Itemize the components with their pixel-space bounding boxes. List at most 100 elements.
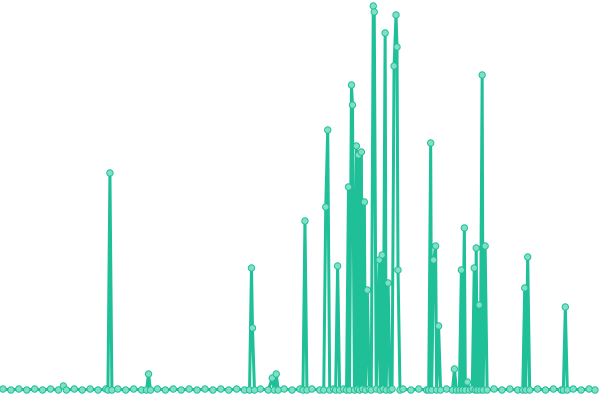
data-point	[54, 386, 63, 394]
data-point	[498, 386, 506, 394]
data-line	[2, 4, 596, 392]
data-point	[431, 242, 440, 250]
data-point	[86, 385, 94, 393]
data-point	[161, 386, 170, 394]
data-point	[324, 126, 332, 134]
data-point	[370, 8, 378, 16]
data-point	[247, 264, 256, 272]
data-point	[274, 386, 282, 394]
data-point	[0, 385, 7, 393]
data-point	[381, 29, 389, 37]
data-point	[357, 148, 366, 156]
data-point	[585, 385, 593, 393]
data-point	[434, 322, 443, 330]
data-point	[280, 385, 288, 393]
data-point	[15, 385, 23, 393]
data-point	[369, 2, 377, 10]
data-point	[450, 365, 459, 373]
data-point	[442, 385, 451, 393]
data-point	[344, 183, 353, 191]
data-point	[460, 224, 469, 232]
data-point	[478, 71, 486, 79]
data-point	[106, 169, 114, 177]
data-point	[201, 385, 209, 393]
data-point	[177, 386, 185, 394]
data-point	[533, 385, 542, 393]
data-point	[114, 385, 122, 393]
data-point	[436, 386, 445, 394]
data-point	[193, 386, 201, 394]
data-point	[38, 386, 47, 394]
data-point	[392, 11, 400, 19]
data-point	[232, 385, 241, 393]
data-point	[146, 386, 155, 394]
data-point	[569, 385, 577, 393]
data-point	[288, 386, 296, 394]
data-point	[248, 324, 257, 332]
data-point	[525, 386, 534, 394]
data-point	[256, 385, 265, 393]
data-point	[388, 385, 396, 393]
data-point	[352, 142, 361, 150]
data-point	[225, 386, 233, 394]
data-point	[506, 385, 514, 393]
data-point	[490, 385, 498, 393]
data-point	[108, 386, 116, 394]
data-point	[46, 385, 55, 393]
data-point	[94, 386, 102, 394]
data-point	[390, 62, 398, 70]
data-point	[475, 301, 483, 309]
data-point	[407, 386, 415, 394]
data-point	[217, 385, 225, 393]
data-point	[483, 386, 491, 394]
data-point	[563, 386, 571, 394]
data-point	[272, 370, 280, 378]
data-point	[70, 385, 78, 393]
data-point	[62, 386, 71, 394]
data-point	[7, 386, 15, 394]
data-point	[209, 386, 217, 394]
data-point	[399, 385, 407, 393]
data-point	[308, 385, 316, 393]
data-point	[378, 251, 386, 259]
data-point	[333, 262, 342, 270]
data-point	[360, 198, 369, 206]
data-point	[541, 386, 550, 394]
data-point	[320, 386, 328, 394]
data-point	[185, 385, 193, 393]
data-point	[577, 386, 585, 394]
data-point	[463, 378, 472, 386]
data-point	[30, 385, 39, 393]
data-point	[23, 386, 31, 394]
data-point	[264, 386, 273, 394]
data-point	[481, 242, 489, 250]
data-point	[250, 386, 259, 394]
data-point	[393, 43, 401, 51]
data-point	[549, 385, 558, 393]
data-point	[301, 217, 309, 225]
data-point	[363, 286, 372, 294]
data-point	[153, 385, 162, 393]
data-point	[348, 101, 357, 109]
data-point	[78, 386, 86, 394]
data-point	[591, 386, 599, 394]
data-point	[561, 303, 570, 311]
data-point	[394, 266, 402, 274]
data-point	[347, 81, 356, 89]
data-point	[322, 203, 330, 211]
data-point	[415, 385, 423, 393]
data-point	[122, 386, 130, 394]
data-point	[144, 370, 153, 378]
data-point	[429, 256, 438, 264]
data-point	[524, 253, 532, 261]
data-point	[472, 244, 480, 252]
data-point	[129, 385, 138, 393]
data-point	[470, 264, 478, 272]
data-point	[426, 139, 435, 147]
data-point	[169, 385, 177, 393]
data-point	[457, 266, 466, 274]
data-point	[521, 284, 529, 292]
data-point	[384, 279, 392, 287]
